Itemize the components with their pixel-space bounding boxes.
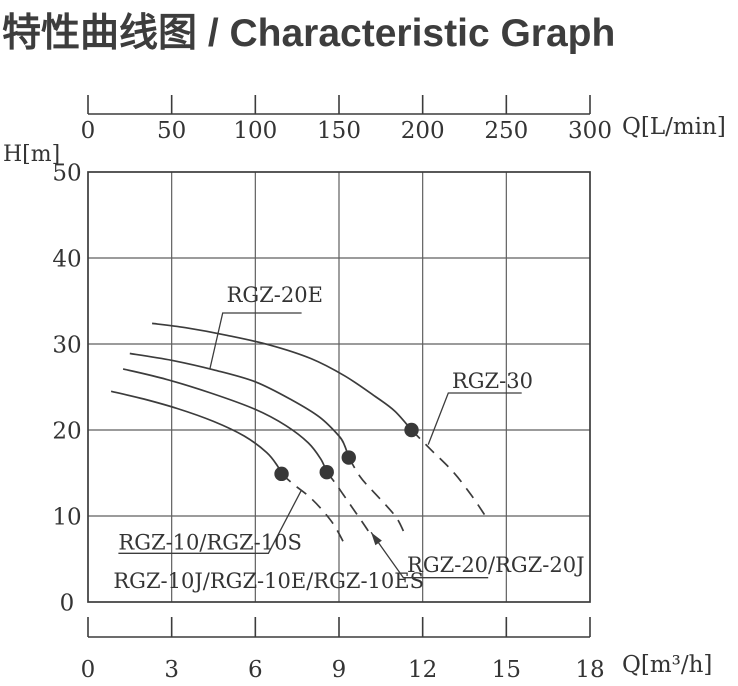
bottom-axis-tick-label: 0 [81,657,96,683]
leader-arrowhead [371,532,382,546]
curve-rgz-30-solid [151,322,413,431]
pump-curves [110,322,487,548]
top-axis: 0 50 100 150 200 250 300 Q[L/min] [81,95,726,144]
y-axis-tick-label: 10 [52,505,81,531]
y-axis-tick-label: 30 [52,333,81,359]
duty-point [319,464,334,480]
label-leader [427,392,522,445]
bottom-axis-tick-label: 15 [492,657,521,683]
duty-points [274,422,419,482]
curve-label: RGZ-20/RGZ-20J [407,553,585,577]
y-axis-tick-label: 0 [60,591,75,617]
curve-rgz-20-rgz-20j-dashed [326,471,374,538]
y-axis-tick-label: 50 [52,161,81,187]
curve-rgz-20-rgz-20j-solid [122,368,328,473]
bottom-axis-unit-label: Q[m³/h] [622,652,712,678]
bottom-axis-tick-label: 3 [164,657,179,683]
y-axis-tick-label: 40 [52,247,81,273]
plot-border [87,171,591,603]
bottom-axis-tick-label: 9 [332,657,347,683]
curve-rgz-10-rgz-10s-rgz-10j-rgz-10e-rgz-10es-dashed [280,473,347,548]
duty-point [274,466,289,482]
label-leader [118,489,302,554]
y-axis-unit-label: H[m] [3,142,60,167]
bottom-axis-tick-label: 6 [248,657,263,683]
bottom-axis-tick-label: 18 [575,657,604,683]
top-axis-tick-label: 200 [401,118,445,144]
y-axis-tick-label: 20 [52,419,81,445]
plot-grid [87,171,591,603]
top-axis-tick-label: 0 [81,118,96,144]
bottom-axis-tick-label: 12 [408,657,437,683]
top-axis-tick-label: 150 [317,118,361,144]
curve-label: RGZ-10J/RGZ-10E/RGZ-10ES [113,569,424,593]
top-axis-unit-label: Q[L/min] [622,114,726,140]
top-axis-tick-label: 50 [157,118,186,144]
bottom-axis: 0 3 6 9 12 15 18 Q[m³/h] [81,617,712,683]
label-leader [209,312,302,370]
top-axis-tick-label: 300 [568,118,612,144]
curve-label: RGZ-10/RGZ-10S [118,531,301,555]
curve-label: RGZ-20E [227,283,323,307]
curve-rgz-20e-dashed [348,457,407,537]
curve-labels: RGZ-20E RGZ-30 RGZ-10/RGZ-10S RGZ-10J/RGZ-1… [113,283,584,593]
top-axis-tick-label: 100 [233,118,277,144]
duty-point [341,450,356,465]
curve-rgz-10-rgz-10s-rgz-10j-rgz-10e-rgz-10es-solid [110,390,283,475]
figure-title: 特性曲线图 / Characteristic Graph [2,12,616,55]
y-axis: H[m] 0 10 20 30 40 50 [3,142,82,617]
duty-point [404,422,419,438]
top-axis-tick-label: 250 [484,118,528,144]
curve-label: RGZ-30 [452,369,533,393]
curve-rgz-20e-solid [129,352,350,458]
label-leader [370,531,489,579]
